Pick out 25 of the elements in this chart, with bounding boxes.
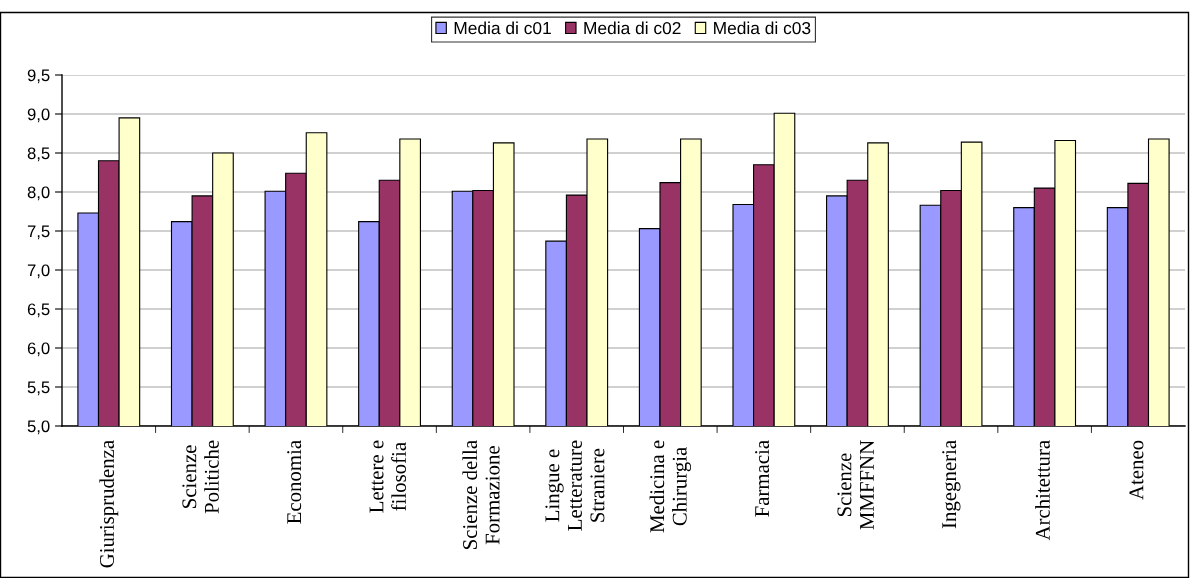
y-tick-label: 5,0 bbox=[27, 420, 50, 435]
x-tick-label: Giurisprudenza bbox=[99, 440, 119, 568]
y-tick-label: 6,5 bbox=[27, 303, 50, 318]
x-tick-label: Medicina e Chirurgia bbox=[649, 440, 692, 533]
x-tick-label: Lettere e filosofia bbox=[369, 440, 407, 513]
x-tick-label: Scienze MMFFNN bbox=[837, 440, 874, 530]
legend-label: Media di c03 bbox=[714, 21, 811, 35]
x-tick-label: Architettura bbox=[1035, 440, 1050, 541]
y-tick-label: 9,0 bbox=[27, 108, 50, 123]
y-tick-label: 6,0 bbox=[27, 342, 50, 357]
legend-label: Media di c02 bbox=[584, 21, 681, 35]
x-tick-label: Scienze della Formazione bbox=[462, 440, 500, 549]
x-tick-label: Scienze Politiche bbox=[182, 440, 219, 514]
x-tick-label: Ateneo bbox=[1129, 440, 1144, 500]
y-tick-label: 8,0 bbox=[27, 186, 50, 201]
x-tick-label: Farmacia bbox=[755, 440, 770, 517]
y-tick-label: 5,5 bbox=[27, 381, 50, 396]
x-tick-label: Ingegneria bbox=[942, 440, 961, 529]
y-tick-label: 7,0 bbox=[27, 264, 50, 279]
y-tick-label: 8,5 bbox=[27, 147, 50, 162]
x-tick-label: Economia bbox=[287, 440, 302, 524]
y-tick-label: 9,5 bbox=[27, 69, 50, 84]
y-tick-label: 7,5 bbox=[27, 225, 50, 240]
x-tick-label: Lingue e Letterature Straniere bbox=[545, 440, 605, 531]
legend-label: Media di c01 bbox=[454, 21, 551, 35]
